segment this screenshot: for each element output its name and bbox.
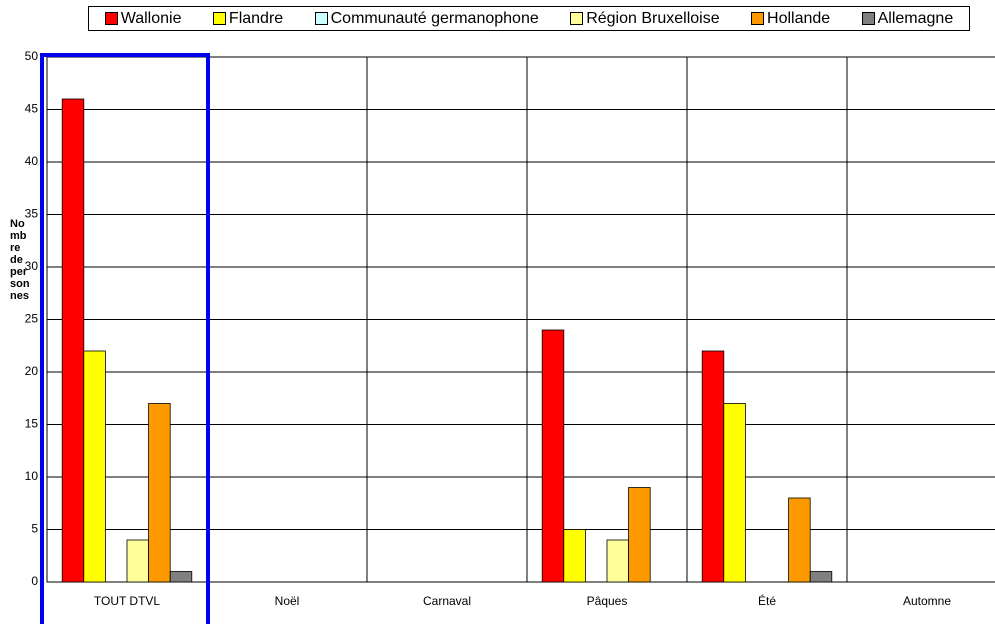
x-tick-label: Automne xyxy=(903,594,951,608)
bar xyxy=(788,497,811,583)
legend-label: Région Bruxelloise xyxy=(586,9,720,27)
x-tick-label: Carnaval xyxy=(423,594,471,608)
y-tick-label: 0 xyxy=(31,574,38,588)
legend-swatch xyxy=(212,12,226,25)
y-tick-label: 40 xyxy=(25,154,39,168)
bar xyxy=(126,539,150,583)
legend-label: Allemagne xyxy=(877,9,954,27)
bar xyxy=(723,403,746,583)
bar xyxy=(541,329,565,583)
x-tick-label: Été xyxy=(758,593,776,608)
legend-item: Région Bruxelloise xyxy=(570,9,720,28)
legend-item: Wallonie xyxy=(104,9,182,28)
legend-label: Wallonie xyxy=(120,9,182,27)
legend-label: Flandre xyxy=(228,9,284,27)
bar xyxy=(83,350,106,583)
bar xyxy=(61,98,85,583)
legend-swatch xyxy=(314,12,328,25)
legend-swatch xyxy=(104,12,118,25)
x-tick-label: Pâques xyxy=(587,594,628,608)
legend-item: Flandre xyxy=(212,9,284,28)
legend-item: Communauté germanophone xyxy=(314,9,539,28)
x-tick-label: TOUT DTVL xyxy=(94,594,161,608)
y-tick-label: 10 xyxy=(25,469,39,483)
bar xyxy=(809,571,833,583)
x-tick-label: Noël xyxy=(275,594,300,608)
y-tick-label: 25 xyxy=(25,312,39,326)
legend-label: Hollande xyxy=(767,9,831,27)
bar xyxy=(169,571,193,583)
y-tick-label: 15 xyxy=(25,417,39,431)
y-tick-label: 30 xyxy=(25,259,39,273)
y-tick-label: 35 xyxy=(25,207,39,221)
y-tick-label: 50 xyxy=(25,49,39,63)
legend-item: Allemagne xyxy=(861,9,954,28)
bar xyxy=(701,350,725,583)
bar xyxy=(628,487,651,583)
legend-swatch xyxy=(570,12,584,25)
legend-item: Hollande xyxy=(751,10,830,28)
legend-swatch xyxy=(751,12,765,25)
bar xyxy=(606,539,630,583)
legend-swatch xyxy=(861,12,875,25)
legend: Wallonie Flandre Communauté germanophone Ré… xyxy=(88,6,970,31)
y-tick-label: 5 xyxy=(31,522,38,536)
y-tick-label: 20 xyxy=(25,364,39,378)
bar xyxy=(563,529,586,583)
legend-label: Communauté germanophone xyxy=(330,9,539,27)
highlight-box xyxy=(40,53,210,624)
y-tick-label: 45 xyxy=(25,102,39,116)
y-axis-label: Nombre de personnes xyxy=(10,218,30,302)
bar xyxy=(148,403,171,583)
